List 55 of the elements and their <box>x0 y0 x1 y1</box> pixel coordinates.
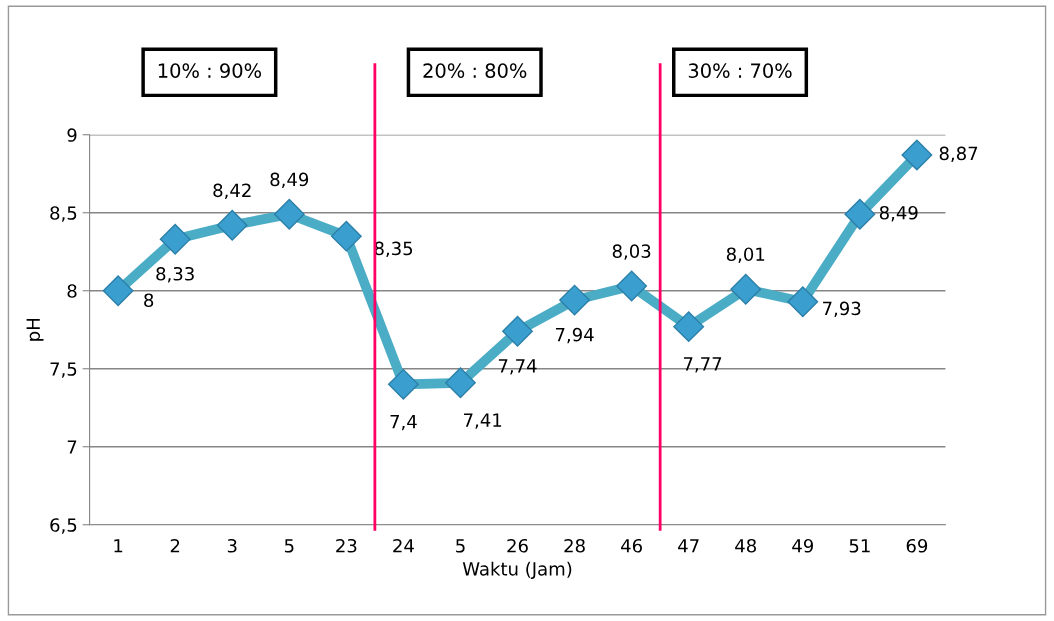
x-tick-label: 28 <box>564 538 585 553</box>
y-tick-label: 7 <box>67 440 77 454</box>
y-tick-label: 6,5 <box>50 518 77 534</box>
data-label: 7,4 <box>390 415 417 431</box>
y-tick-label: 9 <box>67 128 77 142</box>
point <box>844 198 876 230</box>
y-axis-title: pH <box>26 319 44 341</box>
data-label: 8,33 <box>156 266 194 283</box>
x-tick-label: 24 <box>393 538 414 553</box>
x-tick-label: 47 <box>678 539 699 553</box>
x-axis-title: Waktu (Jam) <box>462 561 572 579</box>
point <box>901 139 933 171</box>
x-tick-label: 5 <box>456 539 465 553</box>
data-label: 8,03 <box>612 244 651 260</box>
data-label: 7,93 <box>823 301 861 318</box>
x-tick-label: 69 <box>906 538 928 553</box>
x-tick-label: 5 <box>284 539 294 553</box>
y-tick-label: 7,5 <box>50 362 77 378</box>
data-label: 8,49 <box>879 205 918 222</box>
x-tick-label: 26 <box>507 538 528 553</box>
point <box>673 311 705 343</box>
data-label: 8,49 <box>270 172 309 189</box>
x-tick-label: 49 <box>792 538 814 553</box>
point <box>787 286 819 318</box>
point <box>502 315 533 347</box>
x-tick-label: 48 <box>735 538 756 553</box>
data-label: 7,94 <box>555 327 594 344</box>
data-label: 7,74 <box>498 359 537 375</box>
text: 10% : 90% <box>158 63 262 78</box>
data-label: 8,87 <box>939 146 978 163</box>
y-tick-label: 8,5 <box>50 206 77 222</box>
x-tick-label: 1 <box>114 539 123 553</box>
point <box>330 220 362 252</box>
x-tick-label: 3 <box>227 538 237 553</box>
point <box>273 198 305 230</box>
text: 30% : 70% <box>688 63 792 78</box>
x-tick-label: 23 <box>336 538 357 553</box>
point <box>216 209 248 241</box>
x-tick-label: 46 <box>621 538 642 553</box>
x-tick-label: 51 <box>849 539 870 553</box>
point <box>159 223 191 255</box>
y-tick-label: 8 <box>67 284 77 298</box>
text: 20% : 80% <box>423 63 527 78</box>
data-label: 8,01 <box>726 247 765 263</box>
data-label: 7,41 <box>464 413 502 429</box>
point <box>102 275 134 307</box>
point <box>559 284 590 316</box>
point <box>730 273 762 305</box>
x-tick-label: 2 <box>170 538 180 553</box>
data-label: 8 <box>144 293 154 308</box>
point <box>616 270 648 302</box>
data-label: 8,42 <box>213 183 251 199</box>
point <box>445 367 476 399</box>
point <box>387 368 419 400</box>
data-label: 7,77 <box>683 357 722 373</box>
